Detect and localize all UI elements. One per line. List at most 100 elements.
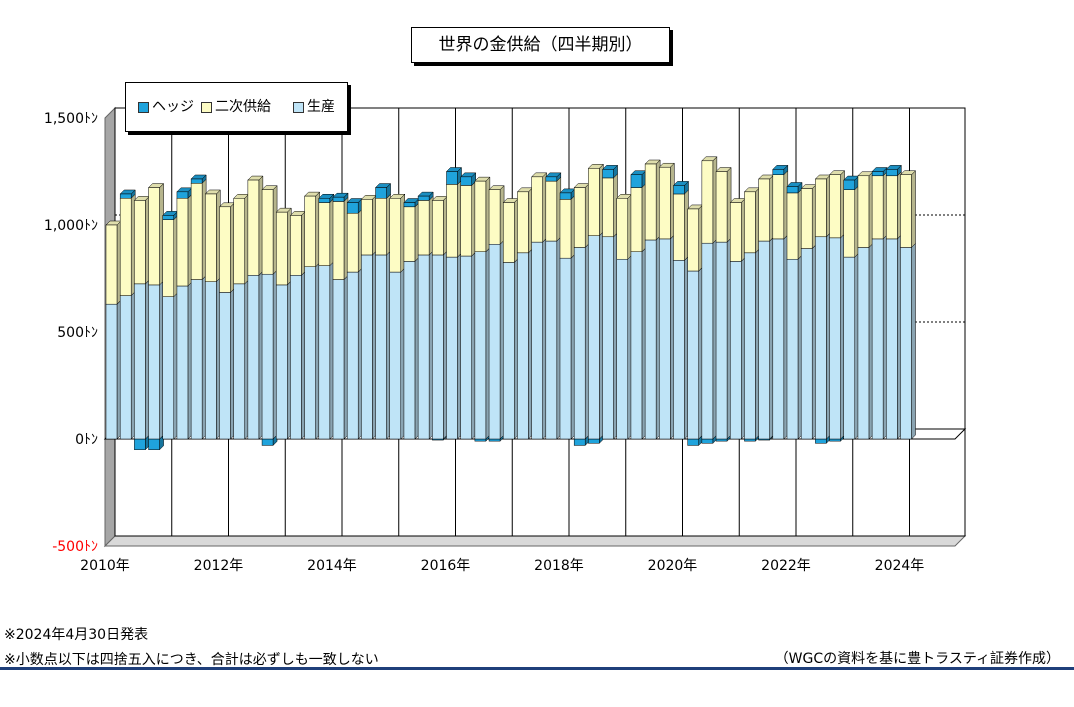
bar-hedge bbox=[772, 169, 785, 175]
bar-secondary-supply bbox=[531, 176, 543, 243]
bar-hedge bbox=[545, 176, 558, 182]
bar-production bbox=[871, 238, 884, 440]
bar-production bbox=[772, 238, 785, 440]
bar-hedge bbox=[744, 438, 756, 442]
bar-hedge bbox=[687, 438, 699, 446]
bar-production bbox=[602, 236, 614, 440]
bar-secondary-supply bbox=[304, 195, 316, 267]
bar-hedge bbox=[488, 438, 501, 442]
bar-production bbox=[857, 247, 870, 440]
bar-secondary-supply bbox=[233, 198, 245, 285]
rounding-note: ※小数点以下は四捨五入につき、合計は必ずしも一致しない bbox=[4, 652, 379, 668]
bar-production bbox=[786, 258, 799, 440]
bar-secondary-supply bbox=[687, 208, 699, 272]
legend: ヘッジ 二次供給 生産 bbox=[125, 82, 348, 132]
bar-production bbox=[403, 261, 416, 440]
bar-secondary-supply bbox=[673, 193, 685, 261]
bar-secondary-supply bbox=[460, 185, 472, 257]
bar-production bbox=[318, 265, 331, 440]
bar-production bbox=[488, 244, 501, 440]
bar-hedge bbox=[701, 438, 714, 444]
bar-production bbox=[346, 271, 359, 440]
bar-hedge bbox=[261, 438, 274, 446]
bar-secondary-supply bbox=[900, 174, 912, 248]
bar-secondary-supply bbox=[346, 212, 359, 273]
bar-production bbox=[886, 238, 898, 440]
legend-item-secondary-supply: 二次供給 bbox=[201, 98, 271, 116]
bar-hedge bbox=[460, 176, 472, 186]
legend-swatch-secondary-supply bbox=[201, 101, 212, 113]
bar-production bbox=[417, 254, 430, 440]
bar-secondary-supply bbox=[432, 200, 444, 256]
bar-secondary-supply bbox=[503, 202, 515, 263]
y-tick-label: 1,000ﾄﾝ bbox=[44, 218, 98, 234]
x-tick-label: 2018年 bbox=[534, 558, 584, 574]
bar-hedge bbox=[573, 438, 586, 446]
bar-secondary-supply bbox=[162, 219, 174, 297]
bar-hedge bbox=[119, 193, 132, 199]
bar-hedge bbox=[886, 169, 898, 177]
bar-hedge bbox=[332, 196, 345, 202]
x-tick-label: 2024年 bbox=[875, 558, 925, 574]
bar-hedge bbox=[446, 171, 458, 185]
bar-production bbox=[829, 237, 841, 440]
bar-hedge bbox=[176, 191, 189, 199]
bar-production bbox=[332, 279, 345, 440]
bar-production bbox=[900, 247, 912, 440]
bar-production bbox=[630, 251, 643, 440]
bar-hedge bbox=[134, 438, 146, 450]
bar-secondary-supply bbox=[871, 175, 884, 240]
bar-production bbox=[247, 275, 260, 440]
bar-production bbox=[744, 252, 756, 440]
bar-secondary-supply bbox=[758, 178, 770, 242]
bar-hedge bbox=[162, 215, 174, 220]
bar-secondary-supply bbox=[559, 199, 572, 259]
x-tick-label: 2012年 bbox=[194, 558, 244, 574]
bar-hedge bbox=[346, 202, 359, 214]
x-tick-label: 2020年 bbox=[648, 558, 698, 574]
legend-item-hedge: ヘッジ bbox=[138, 98, 194, 116]
bar-hedge bbox=[815, 438, 827, 444]
y-tick-label: -500ﾄﾝ bbox=[52, 539, 98, 555]
bar-hedge bbox=[318, 198, 331, 203]
bar-secondary-supply bbox=[119, 198, 132, 296]
bar-production bbox=[758, 240, 770, 440]
source-note: （WGCの資料を基に豊トラスティ証券作成） bbox=[774, 651, 1060, 667]
bar-secondary-supply bbox=[247, 179, 260, 276]
bar-production bbox=[190, 279, 203, 440]
bar-secondary-supply bbox=[105, 224, 118, 305]
bar-secondary-supply bbox=[205, 193, 217, 282]
bar-secondary-supply bbox=[261, 189, 274, 275]
bar-production bbox=[545, 240, 558, 440]
bar-production bbox=[800, 248, 813, 440]
bar-production bbox=[261, 273, 274, 440]
bar-production bbox=[659, 238, 671, 440]
bar-secondary-supply bbox=[375, 198, 387, 256]
bar-hedge bbox=[843, 179, 855, 190]
bar-secondary-supply bbox=[829, 174, 841, 239]
bar-production-side bbox=[911, 242, 916, 440]
bar-production bbox=[701, 242, 714, 440]
bar-secondary-supply bbox=[659, 166, 671, 240]
bar-secondary-supply bbox=[545, 180, 558, 242]
x-tick-label: 2014年 bbox=[307, 558, 357, 574]
x-tick-label: 2022年 bbox=[761, 558, 811, 574]
bar-production bbox=[219, 292, 231, 440]
bar-secondary-supply bbox=[800, 188, 813, 249]
bar-secondary-supply bbox=[744, 191, 756, 254]
legend-label-secondary-supply: 二次供給 bbox=[215, 99, 271, 115]
bar-production bbox=[276, 284, 288, 440]
bar-hedge bbox=[417, 195, 430, 201]
bar-hedge bbox=[829, 438, 841, 442]
bar-production bbox=[474, 251, 487, 440]
bar-secondary-supply bbox=[772, 174, 785, 240]
bottom-rule bbox=[0, 667, 1074, 670]
bar-hedge bbox=[474, 438, 487, 442]
bar-production bbox=[460, 255, 472, 440]
bar-production bbox=[588, 235, 600, 440]
bar-secondary-supply bbox=[176, 198, 189, 287]
bar-secondary-supply bbox=[474, 180, 487, 253]
bar-secondary-supply bbox=[815, 178, 827, 238]
bar-secondary-supply bbox=[602, 177, 614, 238]
